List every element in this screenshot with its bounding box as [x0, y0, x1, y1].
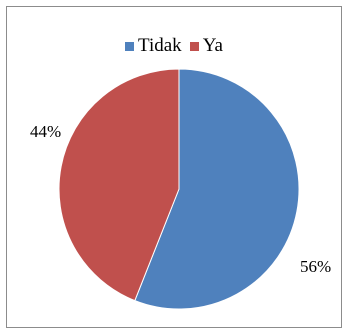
- legend-item-tidak: Tidak: [125, 35, 182, 57]
- pie-slice-ya: [58, 68, 180, 302]
- legend-label-tidak: Tidak: [138, 35, 182, 56]
- legend-swatch-tidak: [125, 41, 135, 51]
- legend-swatch-ya: [189, 41, 199, 51]
- legend-label-ya: Ya: [202, 35, 223, 56]
- legend-item-ya: Ya: [189, 35, 223, 57]
- data-label-ya: 44%: [30, 122, 62, 141]
- chart-legend: Tidak Ya: [7, 35, 341, 57]
- pie-slice-tidak: [134, 68, 300, 310]
- data-label-tidak: 56%: [300, 257, 332, 276]
